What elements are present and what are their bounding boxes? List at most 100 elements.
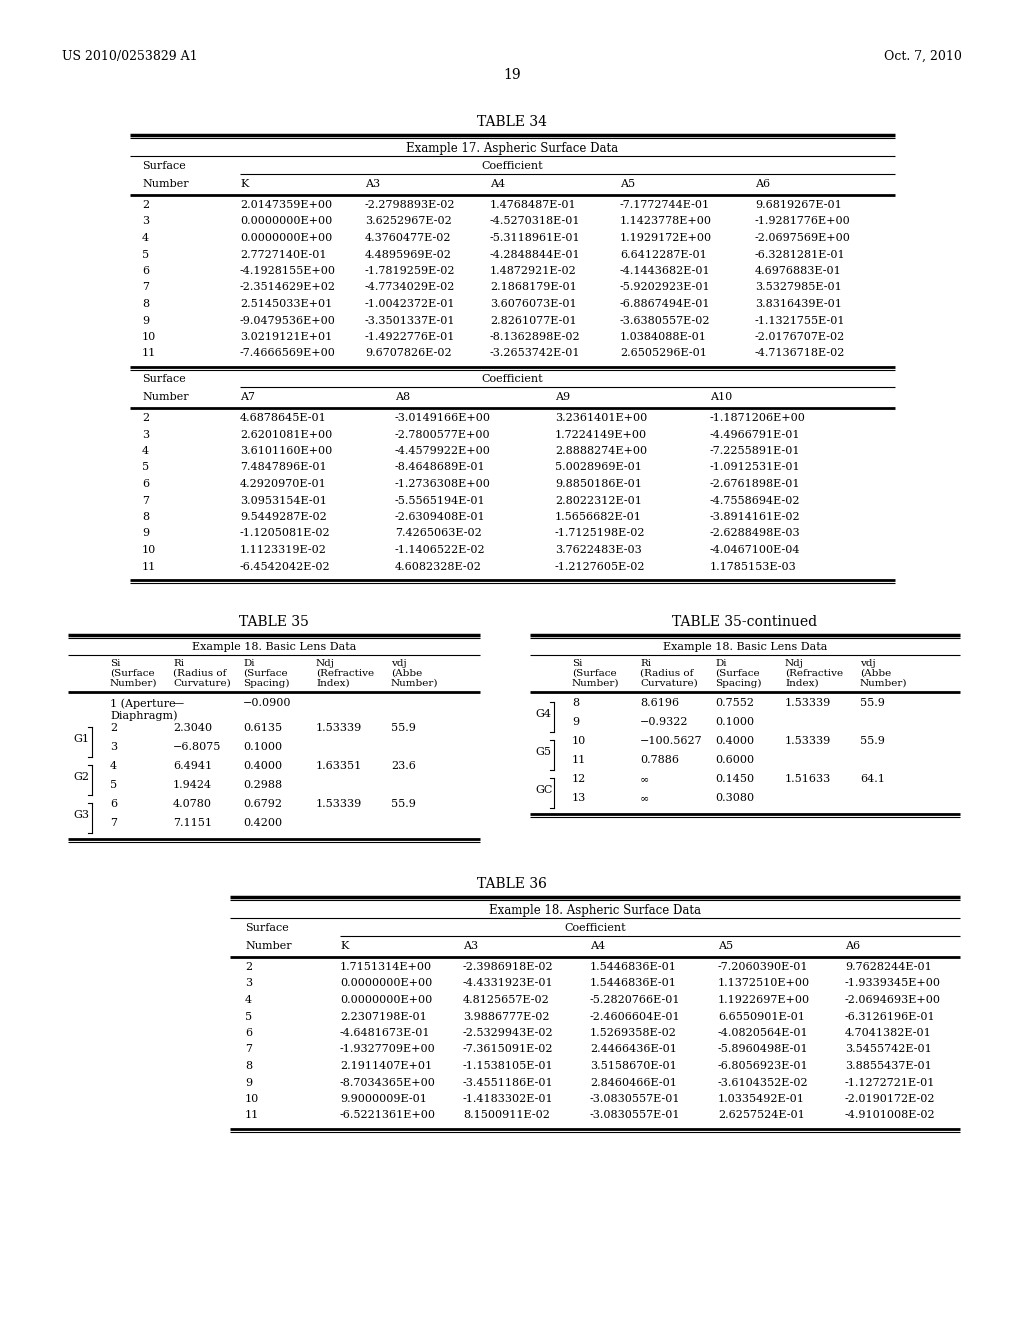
Text: −0.0900: −0.0900 (243, 698, 292, 708)
Text: 5: 5 (245, 1011, 252, 1022)
Text: Si: Si (572, 659, 583, 668)
Text: 3: 3 (142, 429, 150, 440)
Text: 2: 2 (142, 201, 150, 210)
Text: (Radius of: (Radius of (173, 669, 226, 678)
Text: 3.7622483E-03: 3.7622483E-03 (555, 545, 642, 554)
Text: TABLE 36: TABLE 36 (477, 876, 547, 891)
Text: 1.0384088E-01: 1.0384088E-01 (620, 333, 707, 342)
Text: -4.0820564E-01: -4.0820564E-01 (718, 1028, 809, 1038)
Text: Spacing): Spacing) (715, 678, 762, 688)
Text: 6: 6 (142, 479, 150, 488)
Text: -3.4551186E-01: -3.4551186E-01 (463, 1077, 554, 1088)
Text: Example 17. Aspheric Surface Data: Example 17. Aspheric Surface Data (406, 143, 618, 154)
Text: 2.6257524E-01: 2.6257524E-01 (718, 1110, 805, 1121)
Text: A6: A6 (755, 180, 770, 189)
Text: -3.3501337E-01: -3.3501337E-01 (365, 315, 456, 326)
Text: -3.6104352E-02: -3.6104352E-02 (718, 1077, 809, 1088)
Text: Index): Index) (785, 678, 818, 688)
Text: 0.0000000E+00: 0.0000000E+00 (240, 216, 332, 227)
Text: 2.1911407E+01: 2.1911407E+01 (340, 1061, 432, 1071)
Text: 1.63351: 1.63351 (316, 762, 362, 771)
Text: 0.1000: 0.1000 (715, 717, 754, 727)
Text: 3.6101160E+00: 3.6101160E+00 (240, 446, 332, 455)
Text: K: K (340, 941, 348, 950)
Text: 6: 6 (142, 267, 150, 276)
Text: Example 18. Aspheric Surface Data: Example 18. Aspheric Surface Data (489, 904, 701, 917)
Text: A7: A7 (240, 392, 255, 403)
Text: 3.8316439E-01: 3.8316439E-01 (755, 300, 842, 309)
Text: 1.53339: 1.53339 (316, 799, 362, 809)
Text: 3.2361401E+00: 3.2361401E+00 (555, 413, 647, 422)
Text: G5: G5 (535, 747, 551, 756)
Text: Ri: Ri (640, 659, 651, 668)
Text: 11: 11 (572, 755, 587, 766)
Text: -1.1321755E-01: -1.1321755E-01 (755, 315, 846, 326)
Text: 8: 8 (572, 698, 580, 708)
Text: (Surface: (Surface (572, 669, 616, 678)
Text: -7.1772744E-01: -7.1772744E-01 (620, 201, 710, 210)
Text: 4.0780: 4.0780 (173, 799, 212, 809)
Text: -6.3126196E-01: -6.3126196E-01 (845, 1011, 936, 1022)
Text: 10: 10 (142, 333, 157, 342)
Text: 7: 7 (142, 495, 150, 506)
Text: 1.1423778E+00: 1.1423778E+00 (620, 216, 712, 227)
Text: 3.0219121E+01: 3.0219121E+01 (240, 333, 332, 342)
Text: 0.1000: 0.1000 (243, 742, 283, 752)
Text: 10: 10 (245, 1094, 259, 1104)
Text: A6: A6 (845, 941, 860, 950)
Text: 1.5269358E-02: 1.5269358E-02 (590, 1028, 677, 1038)
Text: (Abbe: (Abbe (860, 669, 891, 678)
Text: A3: A3 (365, 180, 380, 189)
Text: 0.1450: 0.1450 (715, 774, 754, 784)
Text: 9: 9 (142, 315, 150, 326)
Text: 1.53339: 1.53339 (785, 698, 831, 708)
Text: -4.7136718E-02: -4.7136718E-02 (755, 348, 846, 359)
Text: Diaphragm): Diaphragm) (110, 710, 177, 721)
Text: 8.6196: 8.6196 (640, 698, 679, 708)
Text: Example 18. Basic Lens Data: Example 18. Basic Lens Data (663, 642, 827, 652)
Text: 6.6550901E-01: 6.6550901E-01 (718, 1011, 805, 1022)
Text: ∞: ∞ (640, 774, 649, 784)
Text: -2.0176707E-02: -2.0176707E-02 (755, 333, 845, 342)
Text: -1.7125198E-02: -1.7125198E-02 (555, 528, 645, 539)
Text: 4: 4 (245, 995, 252, 1005)
Text: 3.6252967E-02: 3.6252967E-02 (365, 216, 452, 227)
Text: -2.3986918E-02: -2.3986918E-02 (463, 962, 554, 972)
Text: 9.5449287E-02: 9.5449287E-02 (240, 512, 327, 521)
Text: -2.3514629E+02: -2.3514629E+02 (240, 282, 336, 293)
Text: Surface: Surface (245, 923, 289, 933)
Text: 2.8460466E-01: 2.8460466E-01 (590, 1077, 677, 1088)
Text: A5: A5 (620, 180, 635, 189)
Text: -2.2798893E-02: -2.2798893E-02 (365, 201, 456, 210)
Text: 3.6076073E-01: 3.6076073E-01 (490, 300, 577, 309)
Text: 7.1151: 7.1151 (173, 818, 212, 828)
Text: 0.7552: 0.7552 (715, 698, 754, 708)
Text: 4.3760477E-02: 4.3760477E-02 (365, 234, 452, 243)
Text: -3.2653742E-01: -3.2653742E-01 (490, 348, 581, 359)
Text: 2.8261077E-01: 2.8261077E-01 (490, 315, 577, 326)
Text: -2.4606604E-01: -2.4606604E-01 (590, 1011, 681, 1022)
Text: G1: G1 (73, 734, 89, 744)
Text: -8.4648689E-01: -8.4648689E-01 (395, 462, 485, 473)
Text: -1.1406522E-02: -1.1406522E-02 (395, 545, 485, 554)
Text: 4: 4 (142, 234, 150, 243)
Text: -2.5329943E-02: -2.5329943E-02 (463, 1028, 554, 1038)
Text: -1.1538105E-01: -1.1538105E-01 (463, 1061, 554, 1071)
Text: 1.5446836E-01: 1.5446836E-01 (590, 978, 677, 989)
Text: -3.6380557E-02: -3.6380557E-02 (620, 315, 711, 326)
Text: TABLE 34: TABLE 34 (477, 115, 547, 129)
Text: (Surface: (Surface (715, 669, 760, 678)
Text: -8.1362898E-02: -8.1362898E-02 (490, 333, 581, 342)
Text: 3.5455742E-01: 3.5455742E-01 (845, 1044, 932, 1055)
Text: 9: 9 (245, 1077, 252, 1088)
Text: 3: 3 (245, 978, 252, 989)
Text: 7: 7 (110, 818, 117, 828)
Text: 2.4466436E-01: 2.4466436E-01 (590, 1044, 677, 1055)
Text: Number): Number) (391, 678, 438, 688)
Text: -4.4331923E-01: -4.4331923E-01 (463, 978, 554, 989)
Text: -5.2820766E-01: -5.2820766E-01 (590, 995, 681, 1005)
Text: -5.9202923E-01: -5.9202923E-01 (620, 282, 711, 293)
Text: 0.4000: 0.4000 (243, 762, 283, 771)
Text: -6.4542042E-02: -6.4542042E-02 (240, 561, 331, 572)
Text: Number): Number) (572, 678, 620, 688)
